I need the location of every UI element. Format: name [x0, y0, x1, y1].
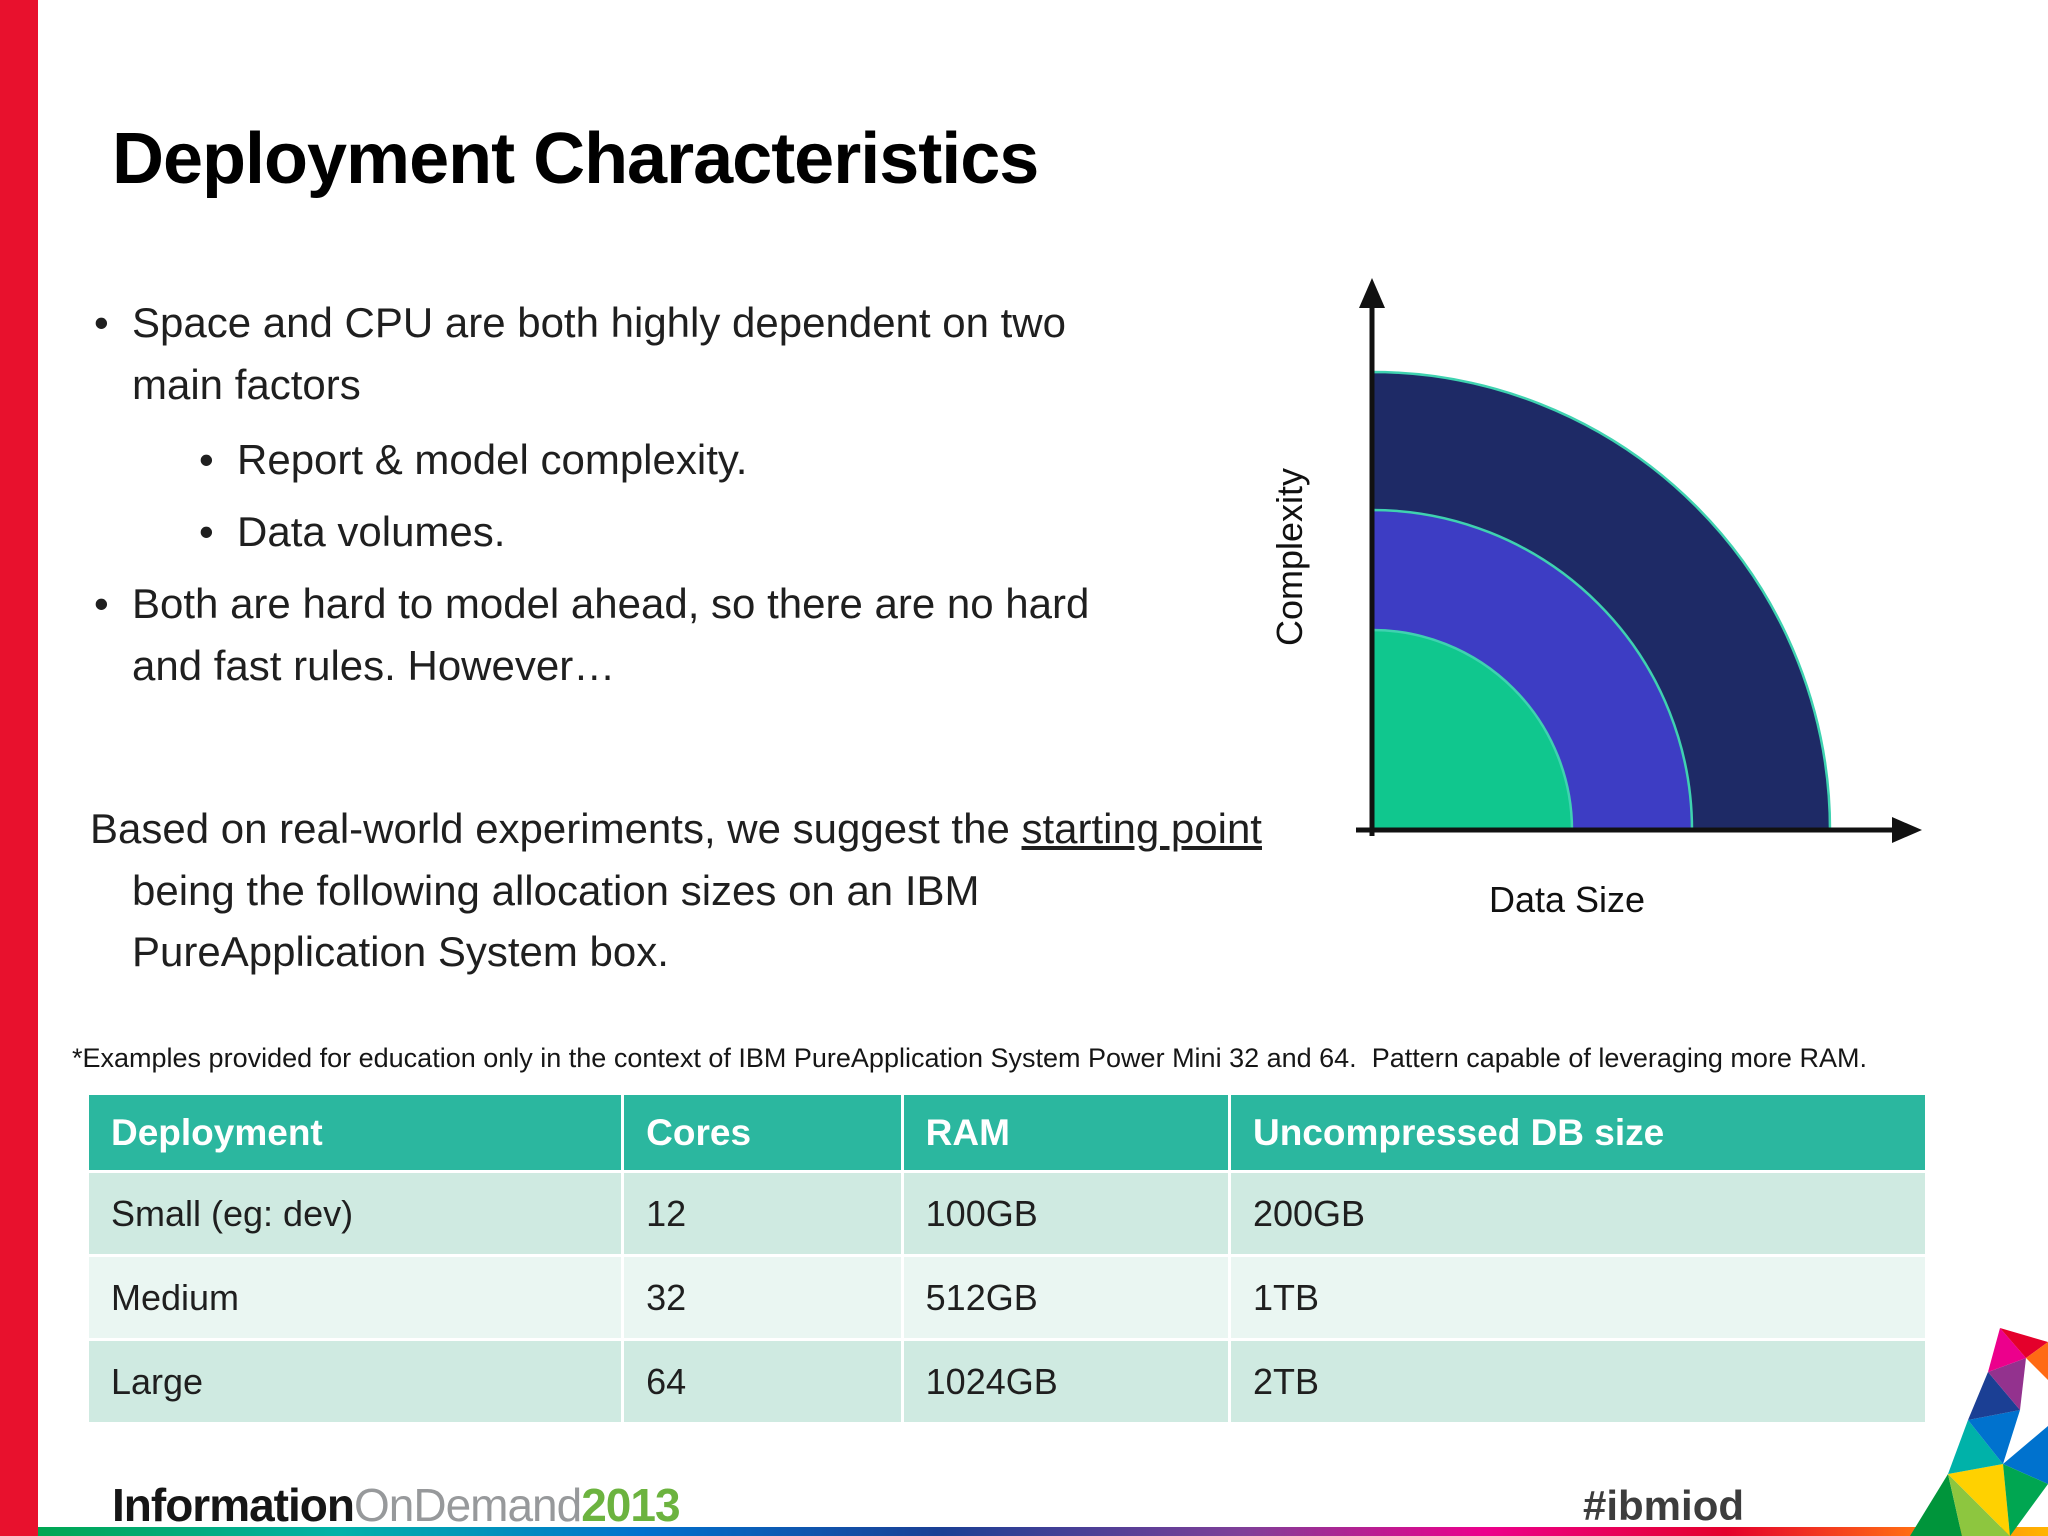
- table-row: Medium 32 512GB 1TB: [85, 1254, 1929, 1341]
- y-axis-arrow-icon: [1359, 278, 1385, 308]
- suggestion-paragraph: Based on real-world experiments, we sugg…: [90, 798, 1270, 983]
- table-header-row: Deployment Cores RAM Uncompressed DB siz…: [85, 1092, 1929, 1173]
- allocation-table: Deployment Cores RAM Uncompressed DB siz…: [85, 1092, 1929, 1425]
- ribbon-triangle: [1948, 1420, 2003, 1474]
- bullet-list: Space and CPU are both highly dependent …: [90, 292, 1137, 710]
- bullet-text: Data volumes.: [237, 508, 506, 556]
- table-cell: 100GB: [900, 1170, 1231, 1257]
- ribbon-triangle: [1948, 1464, 2010, 1536]
- hashtag-label: #ibmiod: [1583, 1482, 1745, 1529]
- table-row: Large 64 1024GB 2TB: [85, 1338, 1929, 1425]
- table-cell: 200GB: [1227, 1170, 1929, 1257]
- table-cell: 1TB: [1227, 1254, 1929, 1341]
- ribbon-triangle: [1968, 1410, 2020, 1464]
- table-row: Small (eg: dev) 12 100GB 200GB: [85, 1170, 1929, 1257]
- ribbon-triangle: [1988, 1358, 2026, 1410]
- bullet-item: Space and CPU are both highly dependent …: [90, 292, 1137, 415]
- table-cell: 512GB: [900, 1254, 1231, 1341]
- table-cell: Small (eg: dev): [85, 1170, 625, 1257]
- ribbon-triangle: [1910, 1474, 1962, 1536]
- logo-ondemand: OnDemand: [353, 1479, 582, 1531]
- ring-small: [1370, 628, 1574, 832]
- y-axis-label: Complexity: [1269, 468, 1310, 646]
- bullet-text: Report & model complexity.: [237, 436, 748, 484]
- column-header: Deployment: [85, 1092, 625, 1173]
- footnote: *Examples provided for education only in…: [72, 1043, 1867, 1073]
- paragraph-text: being the following allocation sizes on …: [132, 866, 980, 976]
- iod-ribbon-graphic: [1910, 1328, 2048, 1536]
- ribbon-triangle: [1988, 1328, 2026, 1372]
- information-ondemand-logo: InformationOnDemand2013: [112, 1478, 681, 1532]
- paragraph-text: Based on real-world experiments, we sugg…: [90, 805, 1022, 852]
- ribbon-triangle: [2003, 1426, 2048, 1484]
- left-accent-bar: [0, 0, 38, 1536]
- bullet-text: Space and CPU are both highly dependent …: [132, 299, 1066, 408]
- ribbon-triangle: [2026, 1342, 2048, 1380]
- diagram-canvas: Complexity Data Size: [1269, 278, 1922, 920]
- table-cell: Medium: [85, 1254, 625, 1341]
- table-cell: 1024GB: [900, 1338, 1231, 1425]
- column-header: RAM: [900, 1092, 1231, 1173]
- column-header: Cores: [621, 1092, 904, 1173]
- sub-bullet-item: Data volumes.: [195, 501, 1137, 563]
- column-header: Uncompressed DB size: [1227, 1092, 1929, 1173]
- bottom-spectrum-strip: [38, 1527, 2048, 1536]
- ribbon-triangle: [2000, 1328, 2048, 1358]
- page-title: Deployment Characteristics: [112, 119, 1039, 199]
- x-axis-arrow-icon: [1892, 817, 1922, 843]
- ribbon-triangle: [1968, 1372, 2020, 1420]
- ribbon-triangle: [2003, 1464, 2048, 1536]
- x-axis-label: Data Size: [1489, 879, 1645, 920]
- table-cell: 2TB: [1227, 1338, 1929, 1425]
- logo-information: Information: [112, 1479, 355, 1531]
- complexity-datasize-diagram: Complexity Data Size: [1250, 262, 1950, 962]
- table-cell: 32: [621, 1254, 904, 1341]
- logo-year: 2013: [581, 1479, 680, 1531]
- table-cell: 12: [621, 1170, 904, 1257]
- bullet-item: Both are hard to model ahead, so there a…: [90, 573, 1137, 696]
- underlined-text: starting point: [1021, 805, 1262, 852]
- sub-bullet-item: Report & model complexity.: [195, 429, 1137, 491]
- table-cell: Large: [85, 1338, 625, 1425]
- table-cell: 64: [621, 1338, 904, 1425]
- bullet-text: Both are hard to model ahead, so there a…: [132, 579, 1090, 689]
